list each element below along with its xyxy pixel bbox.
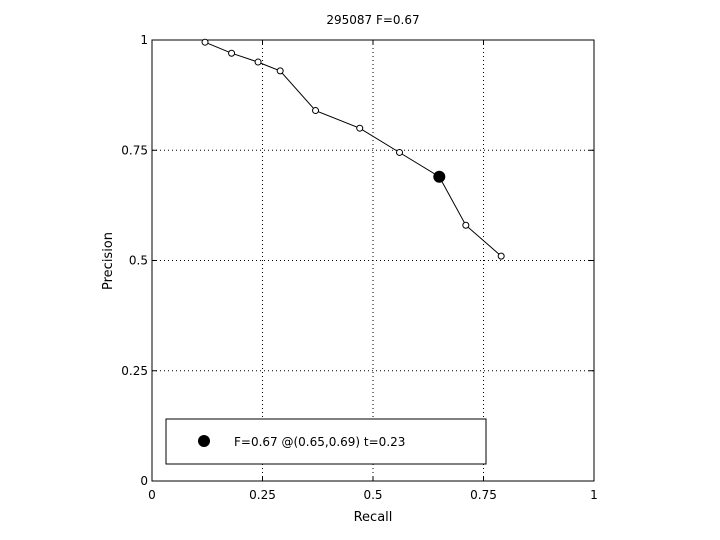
y-tick-label: 1 <box>140 33 148 47</box>
data-point <box>462 221 470 229</box>
legend-box <box>165 418 487 465</box>
data-point <box>276 67 284 75</box>
axis-ticks: 0 0.25 0.5 0.75 1 0 0.25 0.5 0.75 1 <box>121 33 598 502</box>
data-point <box>312 107 320 115</box>
chart-title: 295087 F=0.67 <box>326 13 419 27</box>
y-tick-label: 0.5 <box>129 254 148 268</box>
best-f-point <box>433 170 446 183</box>
data-point <box>228 49 236 57</box>
grid-lines <box>152 40 594 481</box>
series-layer <box>201 38 505 260</box>
x-tick-label: 0.25 <box>249 488 276 502</box>
data-point <box>396 148 404 156</box>
data-point <box>356 124 364 132</box>
series-line <box>204 41 502 257</box>
legend-marker <box>198 435 210 447</box>
legend-text: F=0.67 @(0.65,0.69) t=0.23 <box>234 435 405 449</box>
y-tick-label: 0.75 <box>121 143 148 157</box>
x-tick-label: 0.75 <box>470 488 497 502</box>
x-axis-label: Recall <box>354 510 393 525</box>
y-tick-label: 0.25 <box>121 364 148 378</box>
data-point <box>497 252 505 260</box>
data-point <box>254 58 262 66</box>
y-tick-label: 0 <box>140 474 148 488</box>
data-point <box>201 38 209 46</box>
x-tick-label: 0 <box>148 488 156 502</box>
y-axis-label: Precision <box>101 232 116 290</box>
legend: F=0.67 @(0.65,0.69) t=0.23 <box>165 418 487 465</box>
x-tick-label: 1 <box>590 488 598 502</box>
x-tick-label: 0.5 <box>363 488 382 502</box>
